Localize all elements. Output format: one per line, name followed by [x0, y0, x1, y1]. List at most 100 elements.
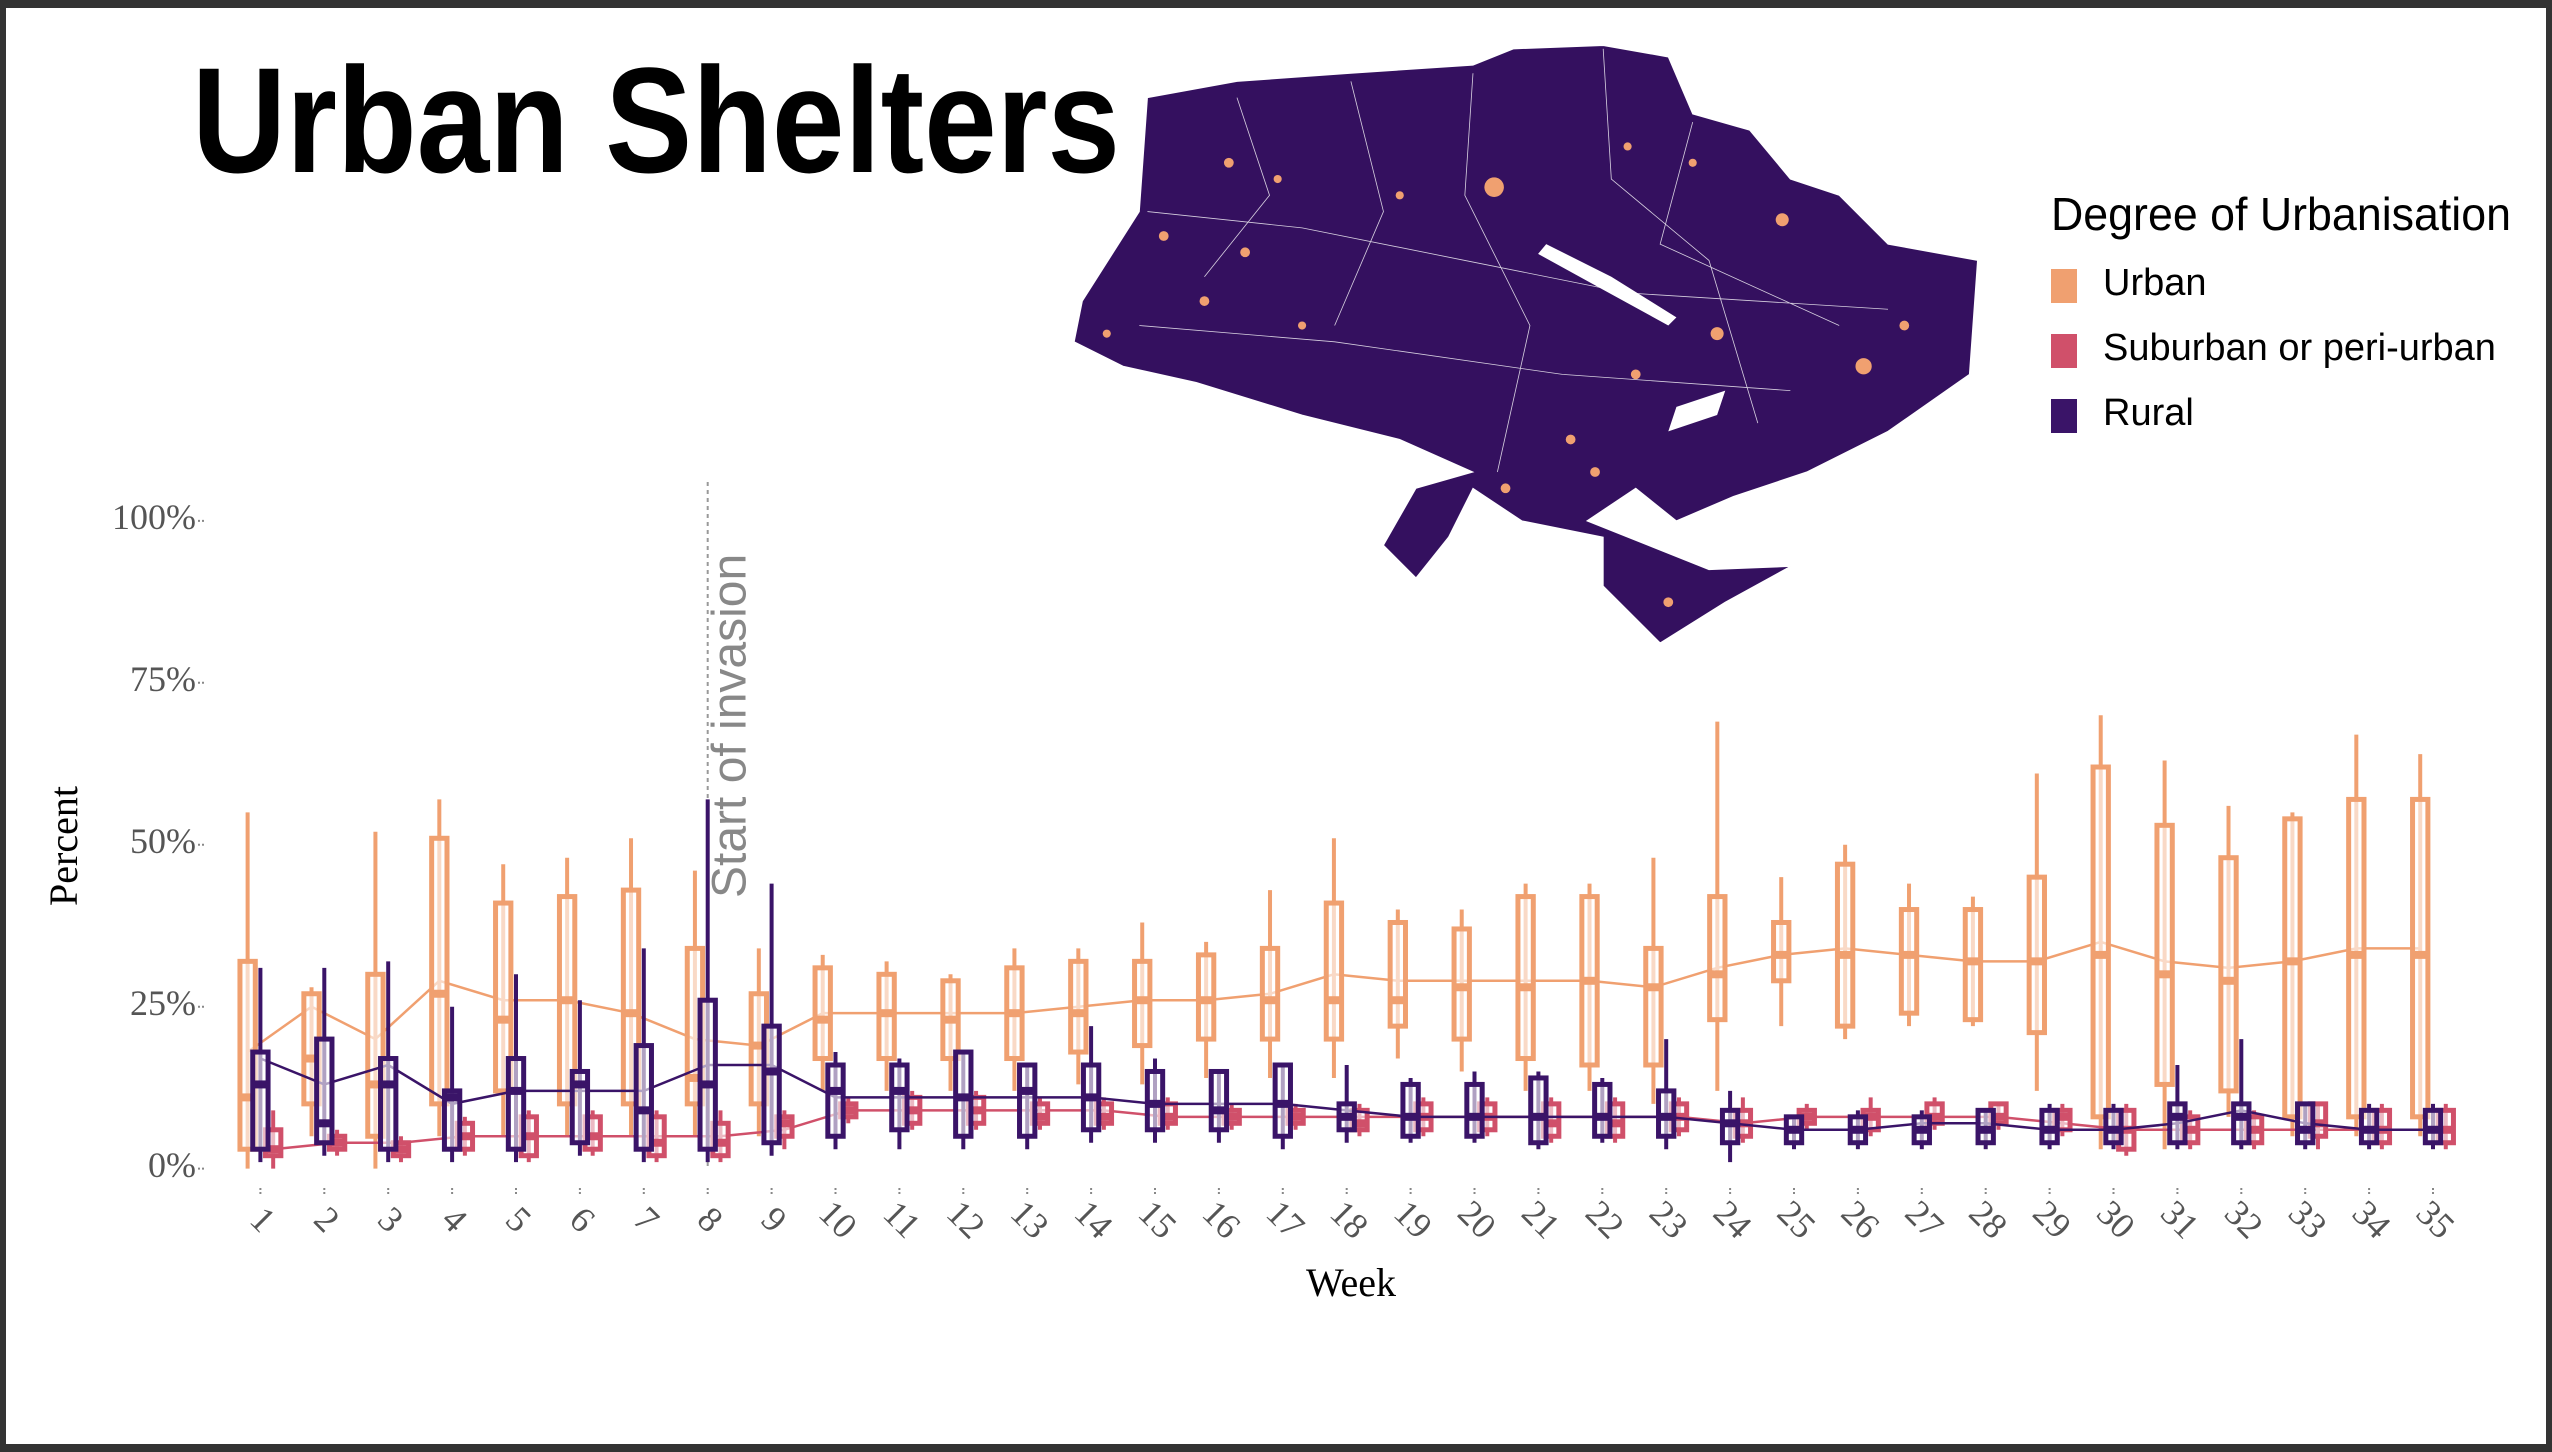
median	[1647, 983, 1660, 992]
median	[1327, 996, 1340, 1005]
box	[1592, 1081, 1613, 1139]
median	[2363, 1125, 2376, 1134]
median	[561, 996, 574, 1005]
box	[2218, 855, 2239, 1094]
median	[688, 1073, 701, 1082]
box	[2282, 816, 2303, 1120]
box	[429, 835, 450, 1107]
median	[2043, 1125, 2056, 1134]
median	[829, 1086, 842, 1095]
box	[505, 1056, 527, 1152]
median	[816, 1015, 829, 1024]
legend-swatch	[2051, 399, 2077, 433]
median	[1468, 1112, 1481, 1121]
box	[250, 1049, 271, 1152]
box	[1834, 861, 1856, 1029]
box	[812, 965, 833, 1062]
legend-swatch	[2051, 269, 2077, 303]
median	[1353, 1119, 1366, 1128]
median	[1966, 957, 1979, 966]
box	[2295, 1101, 2316, 1146]
median	[714, 1138, 727, 1147]
box	[1464, 1081, 1485, 1139]
median	[2350, 950, 2363, 959]
median	[254, 1080, 267, 1089]
median	[1903, 950, 1916, 959]
median	[318, 1119, 331, 1128]
legend-label: Rural	[2103, 392, 2194, 434]
y-axis-label: Percent	[41, 786, 86, 906]
median	[241, 1093, 254, 1102]
median	[2427, 1125, 2439, 1134]
legend-label: Urban	[2103, 262, 2207, 304]
median	[2120, 1125, 2133, 1134]
box	[1515, 894, 1536, 1062]
median	[2094, 950, 2107, 959]
median	[1532, 1112, 1545, 1121]
box	[2167, 1101, 2188, 1146]
median	[1340, 1112, 1353, 1121]
series-group	[250, 799, 2444, 1163]
median	[893, 1086, 906, 1095]
median	[2171, 1112, 2184, 1121]
box	[378, 1056, 399, 1152]
chart-title: Urban Shelters	[192, 36, 1120, 204]
box	[1387, 919, 1408, 1029]
x-axis-label: Week	[1306, 1260, 1396, 1305]
median	[1583, 976, 1596, 985]
box	[1707, 894, 1728, 1023]
median	[2056, 1112, 2069, 1121]
median	[944, 1015, 957, 1024]
median	[1264, 996, 1277, 1005]
box	[633, 1043, 654, 1152]
median	[1149, 1099, 1161, 1108]
median	[880, 1009, 893, 1018]
median	[1596, 1112, 1609, 1121]
median	[650, 1138, 663, 1147]
median	[2439, 1125, 2452, 1134]
median	[1864, 1112, 1877, 1121]
median	[2030, 957, 2043, 966]
median	[1072, 1009, 1085, 1018]
median	[497, 1015, 510, 1024]
median	[625, 1009, 638, 1018]
median	[586, 1132, 599, 1141]
median	[765, 1067, 778, 1076]
ukraine-map	[1073, 45, 1979, 644]
median	[906, 1106, 919, 1115]
median	[2107, 1125, 2120, 1134]
median	[1660, 1112, 1673, 1121]
median	[1609, 1119, 1622, 1128]
median	[842, 1106, 855, 1115]
median	[446, 1093, 459, 1102]
box	[889, 1062, 910, 1133]
median	[1851, 1125, 1864, 1134]
median	[1979, 1125, 1992, 1134]
annotation-text: Start of invasion	[704, 554, 757, 898]
y-tick-label: 25%	[130, 983, 196, 1023]
median	[510, 1086, 522, 1095]
median	[1391, 996, 1404, 1005]
box	[493, 900, 514, 1094]
median	[1545, 1119, 1558, 1128]
median	[1711, 970, 1724, 979]
y-tick-label: 0%	[148, 1145, 196, 1185]
median	[305, 1054, 318, 1063]
median	[1225, 1112, 1238, 1121]
median	[573, 1080, 586, 1089]
box	[2026, 874, 2047, 1036]
median	[522, 1132, 535, 1141]
y-tick-label: 50%	[130, 821, 196, 861]
median	[2414, 950, 2427, 959]
box	[1528, 1075, 1549, 1146]
y-tick-label: 75%	[130, 659, 196, 699]
median	[1800, 1112, 1813, 1121]
median	[331, 1138, 344, 1147]
median	[957, 1093, 970, 1102]
median	[1021, 1086, 1034, 1095]
median	[1161, 1112, 1174, 1121]
median	[2235, 1112, 2248, 1121]
box	[2090, 764, 2111, 1120]
box	[2154, 822, 2175, 1087]
median	[267, 1145, 280, 1154]
